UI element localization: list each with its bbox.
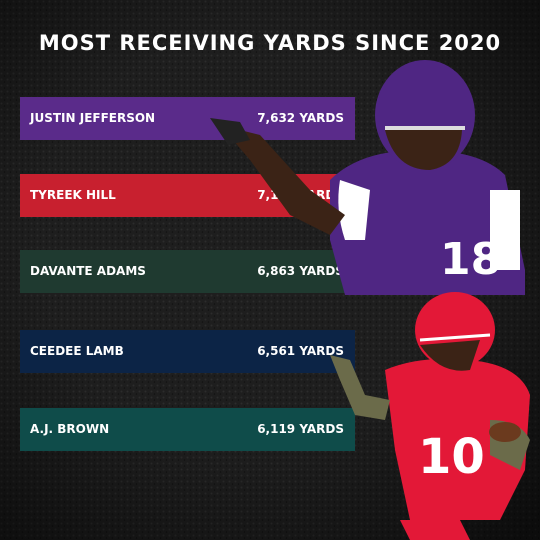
player-name: CEEDEE LAMB [30,344,124,358]
row-bar [20,330,355,373]
row-bar [20,97,355,140]
row-bar [20,408,355,451]
player-name: JUSTIN JEFFERSON [29,111,155,125]
player-name: TYREEK HILL [30,188,116,202]
player-photo-bottom: 10 [330,292,530,540]
svg-text:18: 18 [440,234,501,285]
player-yards: 6,119 YARDS [257,422,344,436]
player-photo-top: 18 [210,60,525,295]
svg-text:10: 10 [418,429,485,485]
row-bar [20,250,355,293]
player-name: A.J. BROWN [30,422,109,436]
player-name: DAVANTE ADAMS [30,264,146,278]
title: MOST RECEIVING YARDS SINCE 2020 [39,31,501,55]
player-yards: 6,863 YARDS [257,264,344,278]
player-yards: 7,632 YARDS [257,111,344,125]
player-yards: 6,561 YARDS [257,344,344,358]
